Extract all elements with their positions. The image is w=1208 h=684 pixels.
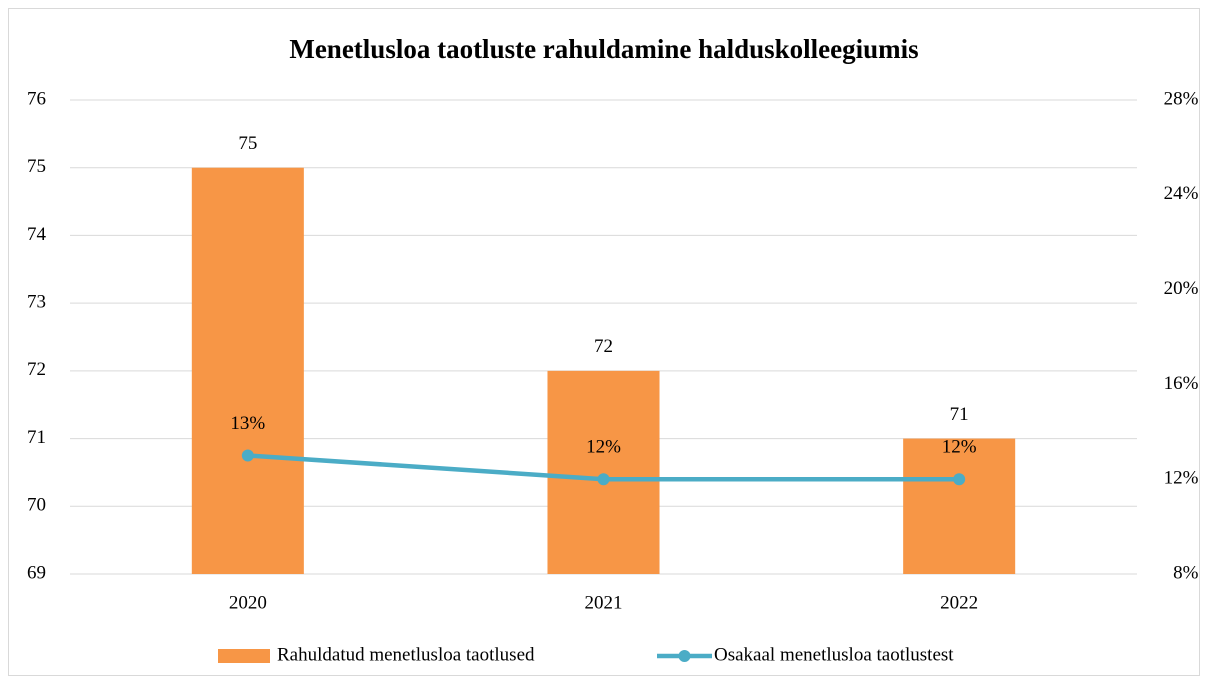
x-tick-label: 2020 [229, 592, 267, 613]
y2-tick-label: 8% [1173, 562, 1199, 583]
line-marker [597, 473, 610, 486]
y2-tick-label: 16% [1164, 373, 1199, 394]
line-marker [241, 449, 254, 462]
y2-tick-label: 20% [1164, 278, 1199, 299]
chart-title: Menetlusloa taotluste rahuldamine haldus… [289, 34, 918, 64]
bar [547, 370, 660, 574]
y2-tick-label: 28% [1164, 88, 1199, 109]
data-label: 12% [942, 437, 977, 458]
legend-swatch [218, 649, 270, 663]
bar [903, 438, 1016, 574]
data-label: 72 [594, 336, 613, 357]
data-label: 75 [238, 133, 257, 154]
x-tick-label: 2022 [940, 592, 978, 613]
y-tick-label: 73 [27, 292, 46, 313]
legend-marker [678, 650, 691, 662]
legend-label: Osakaal menetlusloa taotlustest [714, 644, 954, 665]
x-tick-label: 2021 [585, 592, 623, 613]
y-tick-label: 76 [27, 88, 46, 109]
y-tick-label: 69 [27, 562, 46, 583]
y-tick-label: 74 [27, 224, 47, 245]
y-tick-label: 75 [27, 156, 46, 177]
y2-tick-label: 12% [1164, 468, 1199, 489]
y2-tick-label: 24% [1164, 183, 1199, 204]
legend-label: Rahuldatud menetlusloa taotlused [277, 644, 535, 665]
y-tick-label: 71 [27, 427, 46, 448]
bar [191, 167, 304, 574]
data-label: 71 [950, 404, 969, 425]
data-label: 13% [230, 413, 265, 434]
data-label: 12% [586, 437, 621, 458]
y-tick-label: 72 [27, 359, 46, 380]
y-tick-label: 70 [27, 495, 46, 516]
line-marker [953, 473, 966, 486]
